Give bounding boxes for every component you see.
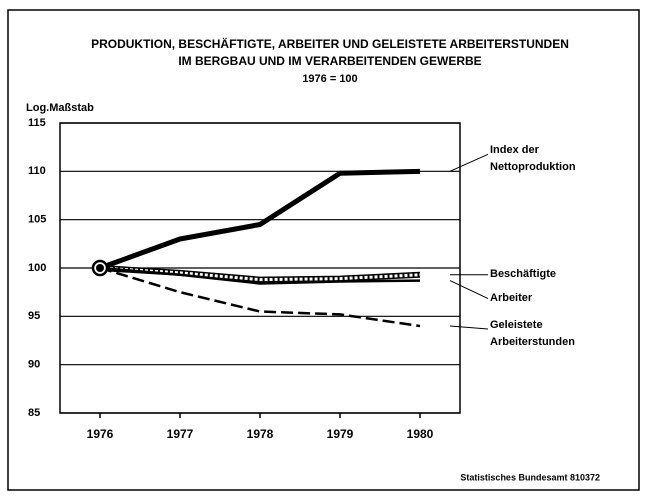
x-tick-label: 1979 (327, 427, 354, 441)
series-label: Geleistete Arbeiterstunden (490, 319, 575, 348)
x-tick-label: 1977 (167, 427, 194, 441)
series-line (99, 266, 421, 285)
series-label: Index der Nettoproduktion (490, 144, 576, 174)
y-tick-label: 110 (28, 165, 46, 177)
frame (7, 9, 640, 491)
y-axis-label: Log.Maßstab (26, 102, 94, 114)
y-tick-label: 85 (28, 407, 40, 419)
chart-title: IM BERGBAU UND IM VERARBEITENDEN GEWERBE (178, 54, 481, 68)
source: Statistisches Bundesamt 810372 (460, 472, 600, 482)
series-label: Arbeiter (490, 292, 533, 305)
y-tick-label: 100 (28, 262, 46, 274)
x-tick-label: 1976 (87, 427, 114, 441)
series-line (99, 266, 421, 328)
y-tick-label: 105 (28, 214, 46, 226)
x-tick-label: 1980 (407, 427, 434, 441)
x-tick-label: 1978 (247, 427, 274, 441)
series-label: Beschäftigte (490, 268, 557, 281)
series-line (99, 168, 421, 271)
y-tick-label: 90 (28, 359, 40, 371)
chart-subtitle: 1976 = 100 (302, 73, 357, 85)
series-line-inner (99, 266, 421, 282)
leader-line (449, 153, 489, 172)
y-tick-label: 95 (28, 310, 40, 322)
leader-line (449, 280, 489, 300)
start-marker-dot (96, 264, 104, 272)
y-tick-label: 115 (28, 117, 46, 129)
leader-line (449, 325, 489, 330)
chart-title: PRODUKTION, BESCHÄFTIGTE, ARBEITER UND G… (91, 36, 569, 51)
